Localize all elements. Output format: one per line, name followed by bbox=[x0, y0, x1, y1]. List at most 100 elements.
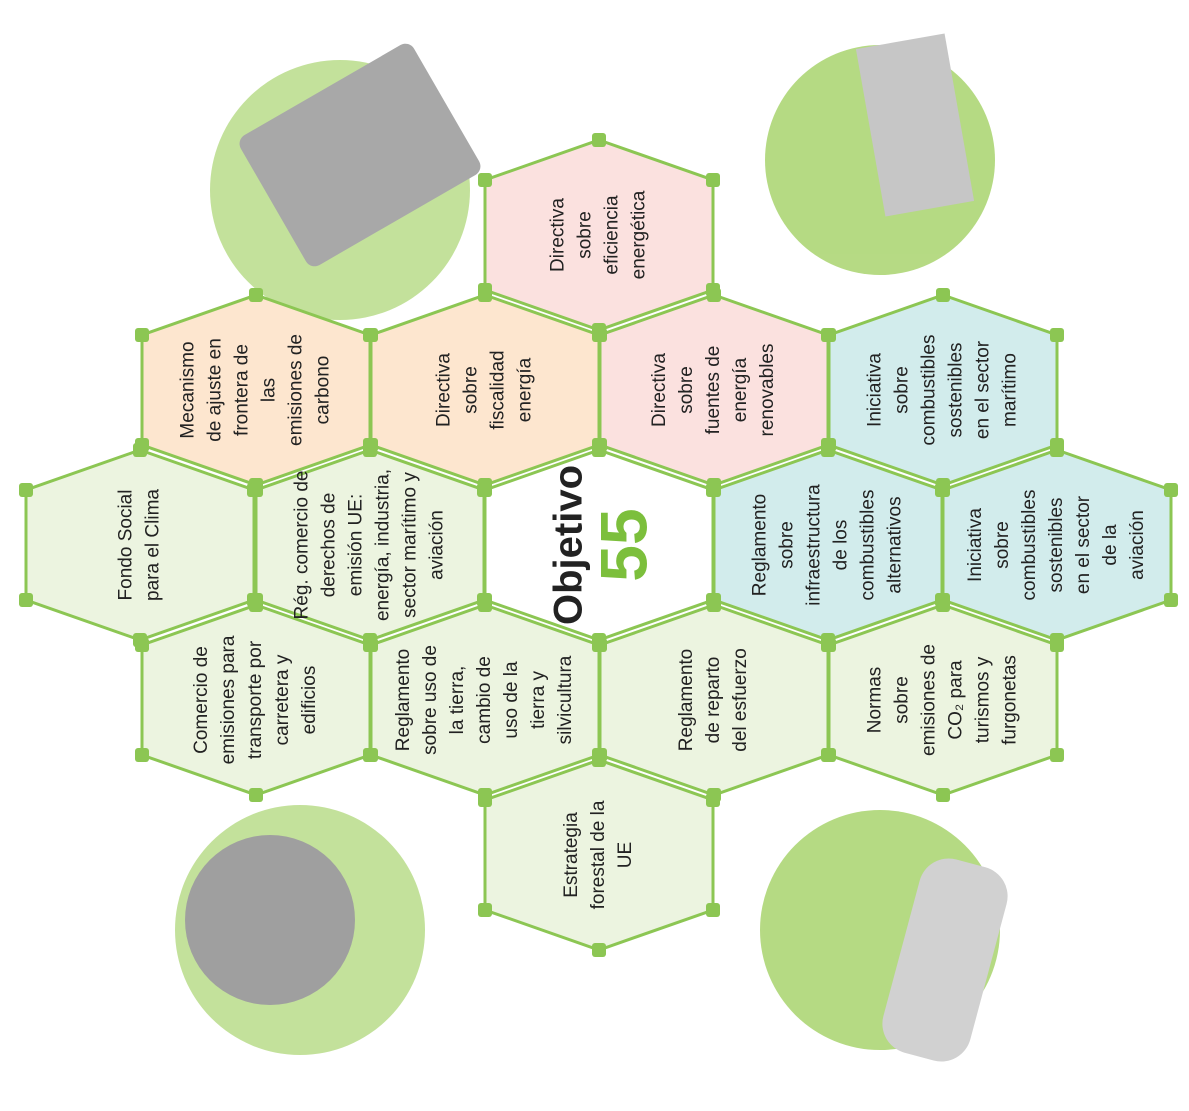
hex-text-line: carretera y bbox=[272, 654, 293, 745]
hex-text-line: emisiones de bbox=[919, 644, 940, 756]
vertex-dot bbox=[135, 638, 149, 652]
vertex-dot bbox=[592, 633, 606, 647]
hex-text-line: sobre bbox=[575, 211, 596, 259]
vertex-dot bbox=[706, 173, 720, 187]
hex-text-line: Normas bbox=[865, 667, 886, 734]
hex-text-line: sostenibles bbox=[1046, 497, 1067, 592]
hex-text-line: sostenibles bbox=[946, 342, 967, 437]
hex-text-line: Estrategia bbox=[561, 812, 582, 898]
hex-text-line: Comercio de bbox=[191, 646, 212, 754]
hex-text-line: energética bbox=[629, 190, 650, 279]
hex-text-line: marítimo bbox=[1000, 353, 1021, 427]
vertex-dot bbox=[936, 483, 950, 497]
vertex-dot bbox=[249, 788, 263, 802]
diagram: Directiva sobre eficiencia energética Mecani… bbox=[0, 0, 1189, 1111]
hex-text-line: sobre bbox=[892, 676, 913, 724]
vertex-dot bbox=[822, 328, 836, 342]
vertex-dot bbox=[936, 788, 950, 802]
hex-text-line: renovables bbox=[757, 344, 778, 437]
hexagon bbox=[256, 450, 484, 640]
hex-text-line: en el sector bbox=[1073, 495, 1094, 594]
vertex-dot bbox=[822, 748, 836, 762]
vertex-dot bbox=[478, 593, 492, 607]
hex-text-line: aviación bbox=[1127, 510, 1148, 580]
vertex-dot bbox=[1164, 593, 1178, 607]
hex-text-line: Mecanismo bbox=[178, 341, 199, 438]
hex-text-line: alternativos bbox=[885, 496, 906, 593]
hex-text-line: derechos de bbox=[319, 493, 340, 598]
hex-text-line: de la bbox=[1100, 524, 1121, 566]
hex-text-line: de reparto bbox=[703, 657, 724, 744]
vertex-dot bbox=[1050, 443, 1064, 457]
vertex-dot bbox=[478, 173, 492, 187]
hex-text-line: Rég. comercio de bbox=[292, 471, 313, 620]
hex-text-line: eficiencia bbox=[602, 195, 623, 275]
hex-text-line: tierra y bbox=[528, 670, 549, 729]
hex-text-line: energía bbox=[730, 357, 751, 422]
hex-text-line: furgonetas bbox=[1000, 655, 1021, 745]
vertex-dot bbox=[478, 483, 492, 497]
vertex-dot bbox=[592, 943, 606, 957]
hex-text-line: CO₂ para bbox=[946, 660, 967, 740]
vertex-dot bbox=[592, 133, 606, 147]
hexagon bbox=[485, 140, 713, 330]
vertex-dot bbox=[249, 288, 263, 302]
hex-text-line: edificios bbox=[299, 666, 320, 735]
hex-text-line: Reglamento bbox=[393, 649, 414, 751]
hex-text-line: Reglamento bbox=[750, 494, 771, 596]
vertex-dot bbox=[1050, 638, 1064, 652]
hex-text-line: Directiva bbox=[548, 198, 569, 272]
vertex-dot bbox=[135, 328, 149, 342]
hex-text-line: Iniciativa bbox=[865, 353, 886, 427]
hexagon bbox=[714, 450, 942, 640]
center-number: 55 bbox=[586, 508, 660, 581]
hex-text-line: Directiva bbox=[649, 353, 670, 427]
vertex-dot bbox=[706, 903, 720, 917]
vertex-dot bbox=[1164, 483, 1178, 497]
hex-text-line: del esfuerzo bbox=[730, 648, 751, 752]
hex-text-line: combustibles bbox=[858, 490, 879, 601]
vertex-dot bbox=[364, 328, 378, 342]
vertex-dot bbox=[1050, 748, 1064, 762]
hexagon bbox=[142, 295, 370, 485]
hex-text-line: emisiones de bbox=[286, 334, 307, 446]
hex-text-line: energía bbox=[515, 357, 536, 422]
vertex-dot bbox=[19, 593, 33, 607]
vertex-dot bbox=[592, 753, 606, 767]
center-title: Objetivo bbox=[547, 465, 591, 625]
vertex-dot bbox=[249, 483, 263, 497]
vertex-dot bbox=[133, 443, 147, 457]
vertex-dot bbox=[822, 638, 836, 652]
hex-text-line: combustibles bbox=[919, 335, 940, 446]
vertex-dot bbox=[821, 443, 835, 457]
hex-text-line: emisiones para bbox=[218, 635, 239, 764]
hex-text-line: emisión UE: bbox=[346, 494, 367, 596]
vertex-dot bbox=[936, 598, 950, 612]
hex-text-line: Iniciativa bbox=[965, 508, 986, 582]
hexagon bbox=[371, 295, 599, 485]
hexagon bbox=[829, 295, 1057, 485]
hex-text-line: cambio de bbox=[474, 656, 495, 744]
hexagon bbox=[26, 450, 254, 640]
hex-text-line: para el Clima bbox=[143, 489, 164, 601]
hex-text-line: Directiva bbox=[434, 353, 455, 427]
hex-text-line: transporte por bbox=[245, 640, 266, 759]
hex-text-line: infraestructura bbox=[804, 484, 825, 606]
vertex-dot bbox=[364, 638, 378, 652]
vertex-dot bbox=[706, 483, 720, 497]
vertex-dot bbox=[363, 443, 377, 457]
hex-text-line: sobre bbox=[892, 366, 913, 414]
hex-text-line: UE bbox=[615, 842, 636, 868]
vertex-dot bbox=[592, 443, 606, 457]
vertex-dot bbox=[478, 793, 492, 807]
vertex-dot bbox=[249, 598, 263, 612]
vertex-dot bbox=[19, 483, 33, 497]
hex-text-line: turismos y bbox=[973, 656, 994, 743]
vertex-dot bbox=[707, 288, 721, 302]
hexagon bbox=[829, 605, 1057, 795]
hex-text-line: fuentes de bbox=[703, 346, 724, 435]
hex-text-line: de ajuste en bbox=[205, 338, 226, 442]
vertex-dot bbox=[478, 903, 492, 917]
hex-text-line: carbono bbox=[313, 356, 334, 425]
